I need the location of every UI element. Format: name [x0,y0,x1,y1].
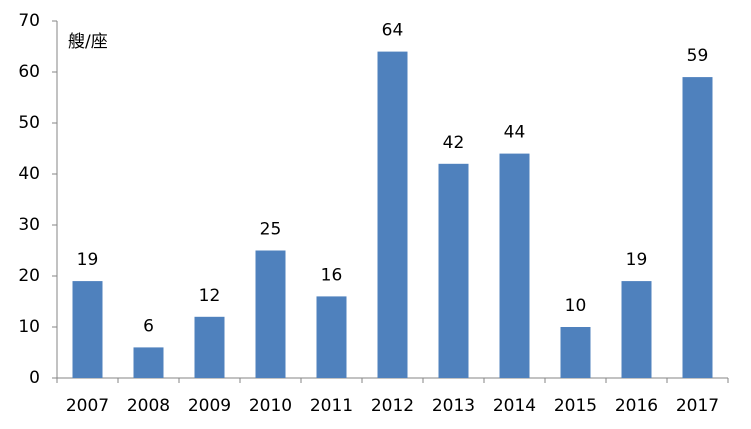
data-label: 19 [77,250,99,270]
data-label: 6 [143,316,154,336]
data-label: 12 [199,286,221,306]
data-label: 44 [504,123,526,143]
data-label: 19 [626,250,648,270]
x-tick-label: 2017 [676,396,719,416]
bar [133,347,164,378]
x-tick-label: 2007 [66,396,109,416]
y-axis-label: 艘/座 [68,32,108,52]
y-tick-label: 70 [18,11,40,31]
x-tick-label: 2013 [432,396,475,416]
bar [682,77,713,378]
bar [194,316,225,378]
data-label: 25 [260,220,282,240]
y-tick-label: 50 [18,113,40,133]
y-tick-label: 0 [29,368,40,388]
bar [377,51,408,378]
bar [560,327,591,378]
x-tick-label: 2016 [615,396,658,416]
x-tick-label: 2010 [249,396,292,416]
bar [499,153,530,378]
data-label: 59 [687,46,709,66]
bar [255,250,286,378]
bar [621,281,652,378]
bar [72,281,103,378]
y-tick-label: 10 [18,317,40,337]
y-tick-label: 40 [18,164,40,184]
data-label: 42 [443,133,465,153]
bar [438,163,469,378]
data-label: 16 [321,265,343,285]
data-label: 10 [565,296,587,316]
x-tick-label: 2008 [127,396,170,416]
y-tick-label: 60 [18,62,40,82]
x-tick-label: 2015 [554,396,597,416]
x-tick-label: 2009 [188,396,231,416]
x-tick-label: 2014 [493,396,536,416]
y-tick-label: 20 [18,266,40,286]
data-label: 64 [382,21,404,41]
x-tick-label: 2012 [371,396,414,416]
x-tick-label: 2011 [310,396,353,416]
bar [316,296,347,378]
y-tick-label: 30 [18,215,40,235]
